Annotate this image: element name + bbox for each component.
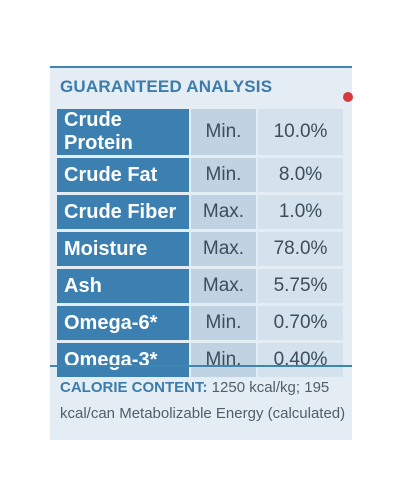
- nutrient-name: Crude Protein: [57, 109, 189, 155]
- nutrient-name: Crude Fiber: [57, 195, 189, 229]
- nutrient-value: 0.70%: [256, 306, 343, 340]
- nutrient-name: Ash: [57, 269, 189, 303]
- section-divider: [50, 365, 352, 367]
- nutrient-qualifier: Min.: [189, 306, 256, 340]
- nutrient-value: 5.75%: [256, 269, 343, 303]
- nutrient-qualifier: Min.: [189, 343, 256, 377]
- nutrient-value: 8.0%: [256, 158, 343, 192]
- table-row: Omega-6* Min. 0.70%: [57, 306, 343, 340]
- nutrient-value: 1.0%: [256, 195, 343, 229]
- table-row: Crude Fat Min. 8.0%: [57, 158, 343, 192]
- table-row: Ash Max. 5.75%: [57, 269, 343, 303]
- nutrient-name: Moisture: [57, 232, 189, 266]
- table-row: Moisture Max. 78.0%: [57, 232, 343, 266]
- panel-heading: GUARANTEED ANALYSIS: [60, 77, 273, 96]
- table-row: Crude Fiber Max. 1.0%: [57, 195, 343, 229]
- red-corner-mark: [343, 92, 353, 102]
- nutrient-qualifier: Max.: [189, 195, 256, 229]
- analysis-table: Crude Protein Min. 10.0% Crude Fat Min. …: [57, 106, 343, 380]
- table-row: Omega-3* Min. 0.40%: [57, 343, 343, 377]
- nutrient-qualifier: Min.: [189, 109, 256, 155]
- nutrient-qualifier: Max.: [189, 269, 256, 303]
- calorie-label: CALORIE CONTENT:: [60, 379, 208, 396]
- nutrient-value: 0.40%: [256, 343, 343, 377]
- nutrient-name: Crude Fat: [57, 158, 189, 192]
- nutrient-qualifier: Min.: [189, 158, 256, 192]
- calorie-content: CALORIE CONTENT: 1250 kcal/kg; 195 kcal/…: [60, 375, 350, 427]
- nutrient-value: 78.0%: [256, 232, 343, 266]
- nutrient-name: Omega-3*: [57, 343, 189, 377]
- nutrient-value: 10.0%: [256, 109, 343, 155]
- nutrient-name: Omega-6*: [57, 306, 189, 340]
- guaranteed-analysis-panel: GUARANTEED ANALYSIS Crude Protein Min. 1…: [50, 66, 352, 440]
- table-row: Crude Protein Min. 10.0%: [57, 109, 343, 155]
- nutrient-qualifier: Max.: [189, 232, 256, 266]
- calorie-text: 1250 kcal/kg; 195 kcal/can Metabolizable…: [60, 379, 346, 422]
